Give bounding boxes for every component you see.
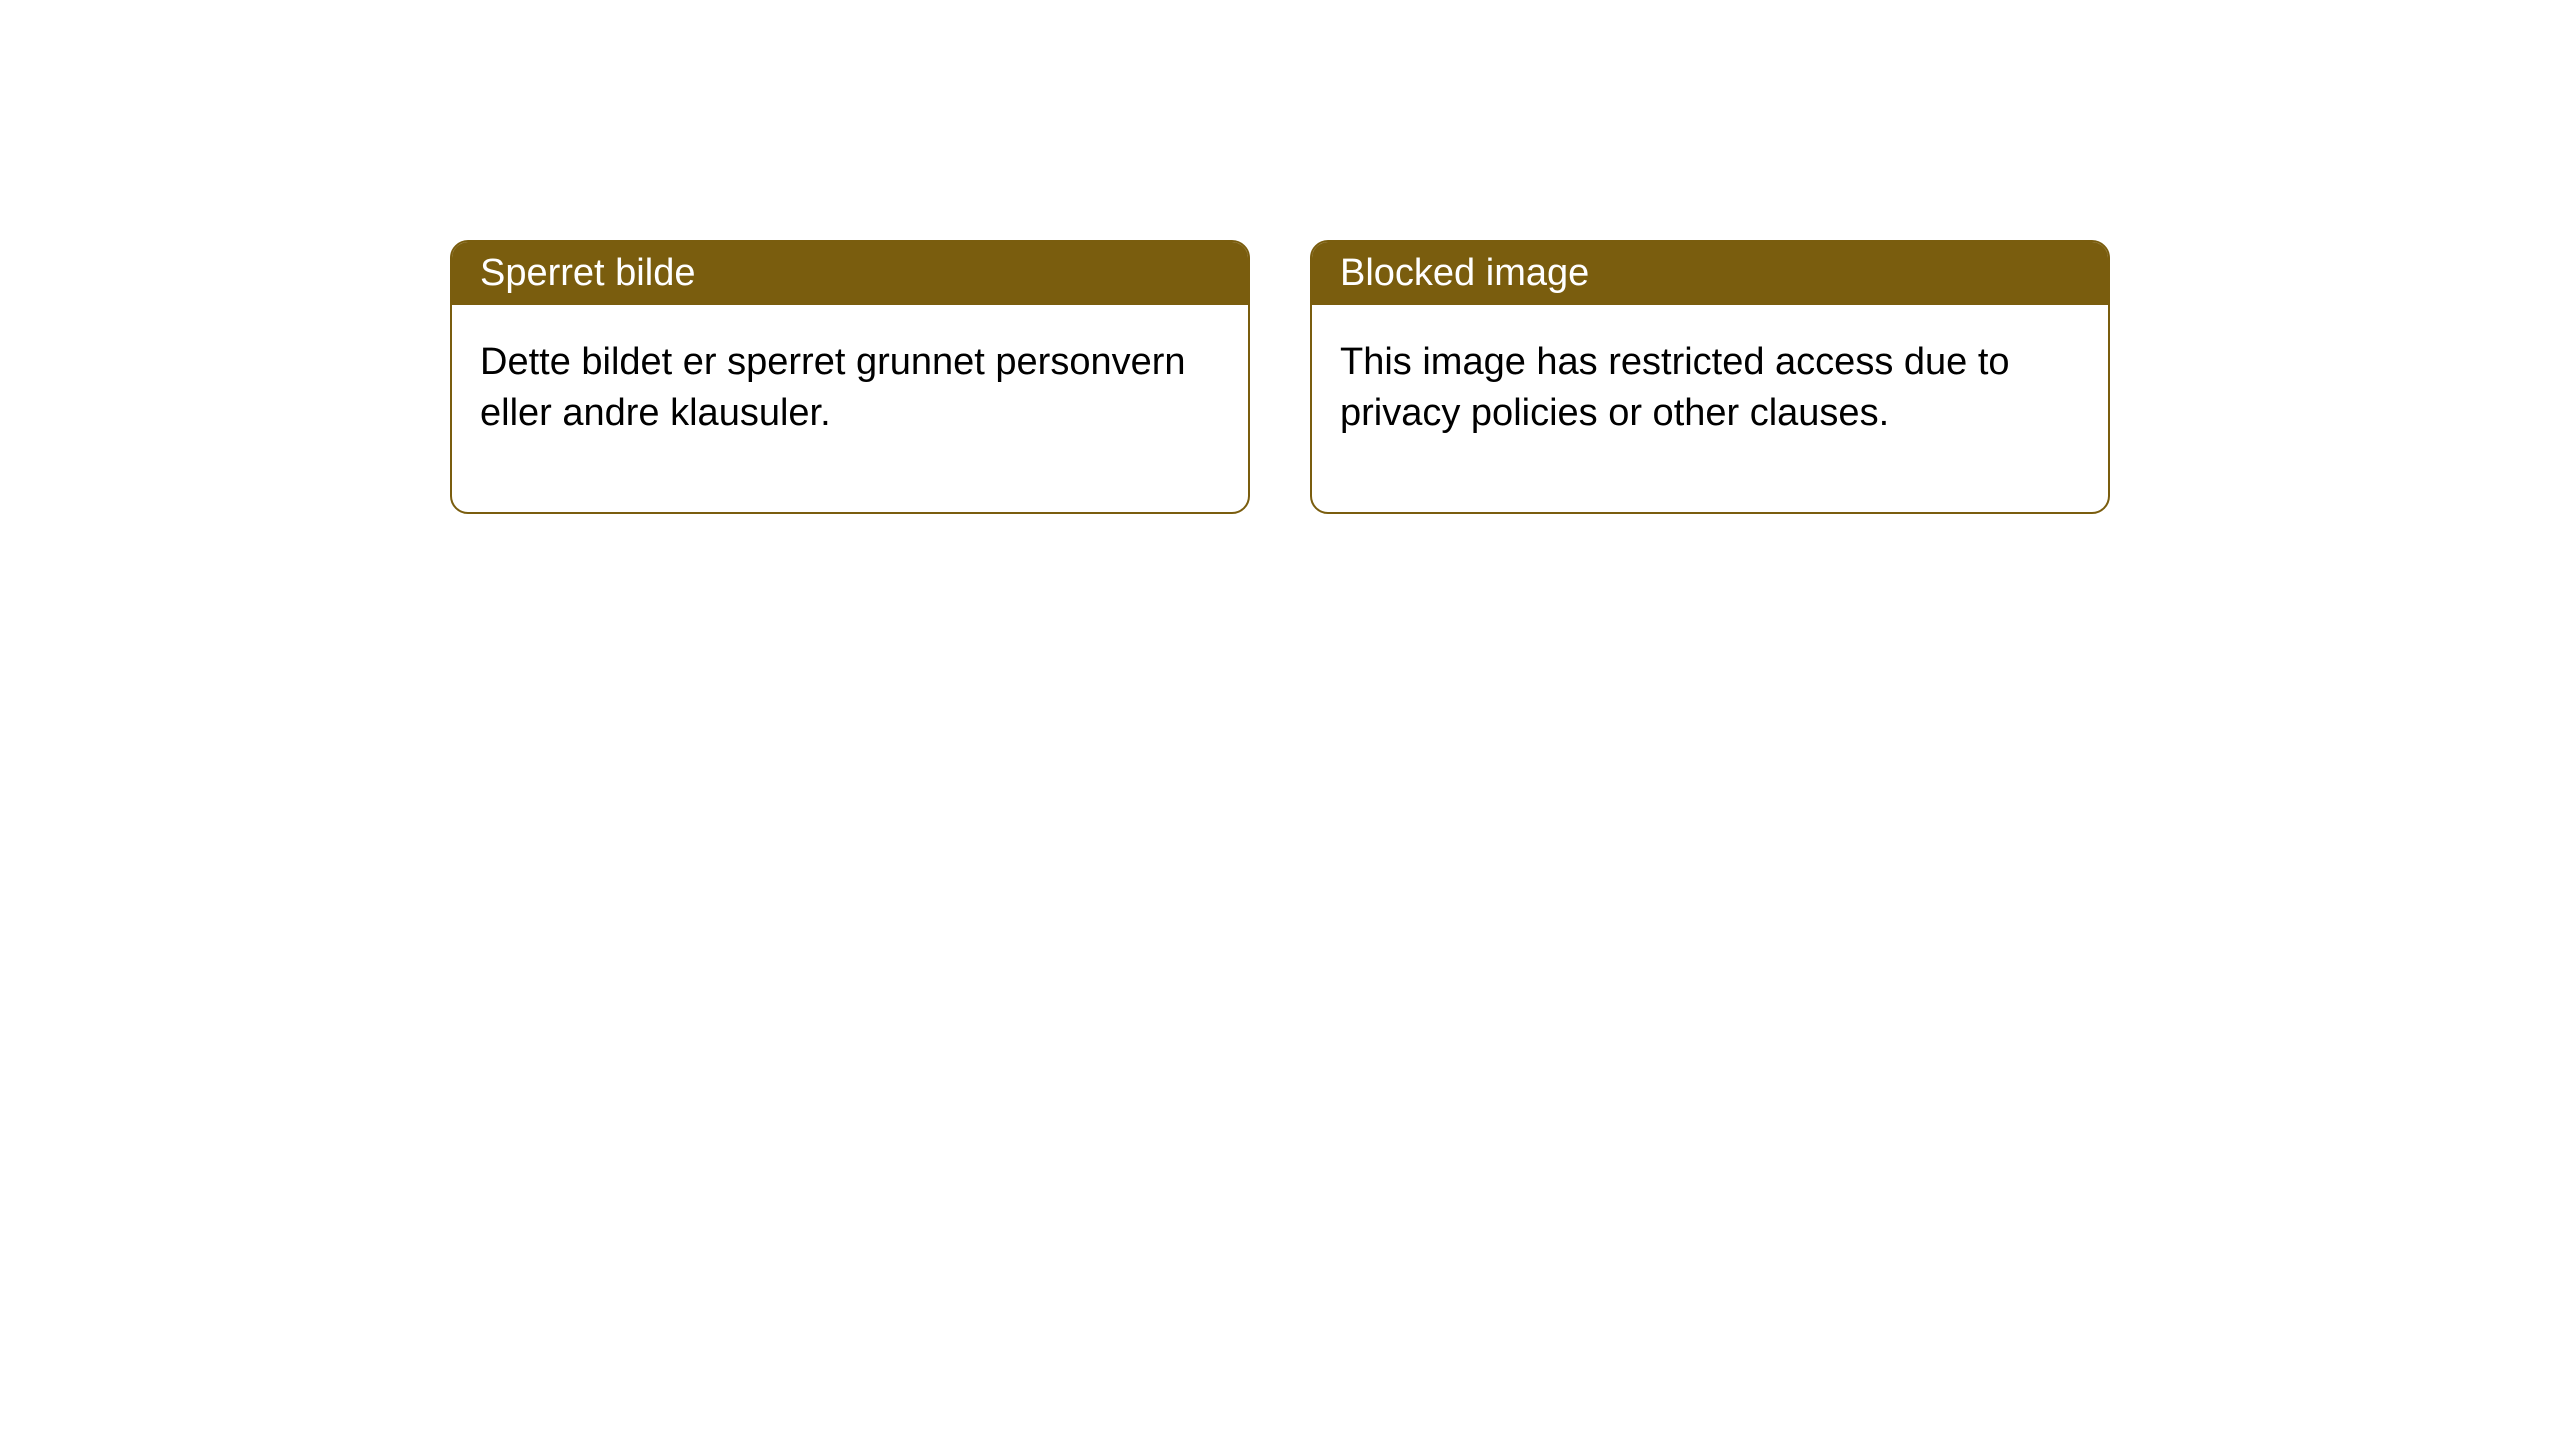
notice-header-en: Blocked image [1312, 242, 2108, 305]
notice-container: Sperret bilde Dette bildet er sperret gr… [450, 240, 2110, 514]
notice-body-en: This image has restricted access due to … [1312, 305, 2108, 512]
notice-text-en: This image has restricted access due to … [1340, 341, 2010, 434]
notice-body-no: Dette bildet er sperret grunnet personve… [452, 305, 1248, 512]
notice-card-en: Blocked image This image has restricted … [1310, 240, 2110, 514]
notice-text-no: Dette bildet er sperret grunnet personve… [480, 341, 1186, 434]
notice-card-no: Sperret bilde Dette bildet er sperret gr… [450, 240, 1250, 514]
notice-title-no: Sperret bilde [480, 252, 695, 294]
notice-header-no: Sperret bilde [452, 242, 1248, 305]
notice-title-en: Blocked image [1340, 252, 1589, 294]
